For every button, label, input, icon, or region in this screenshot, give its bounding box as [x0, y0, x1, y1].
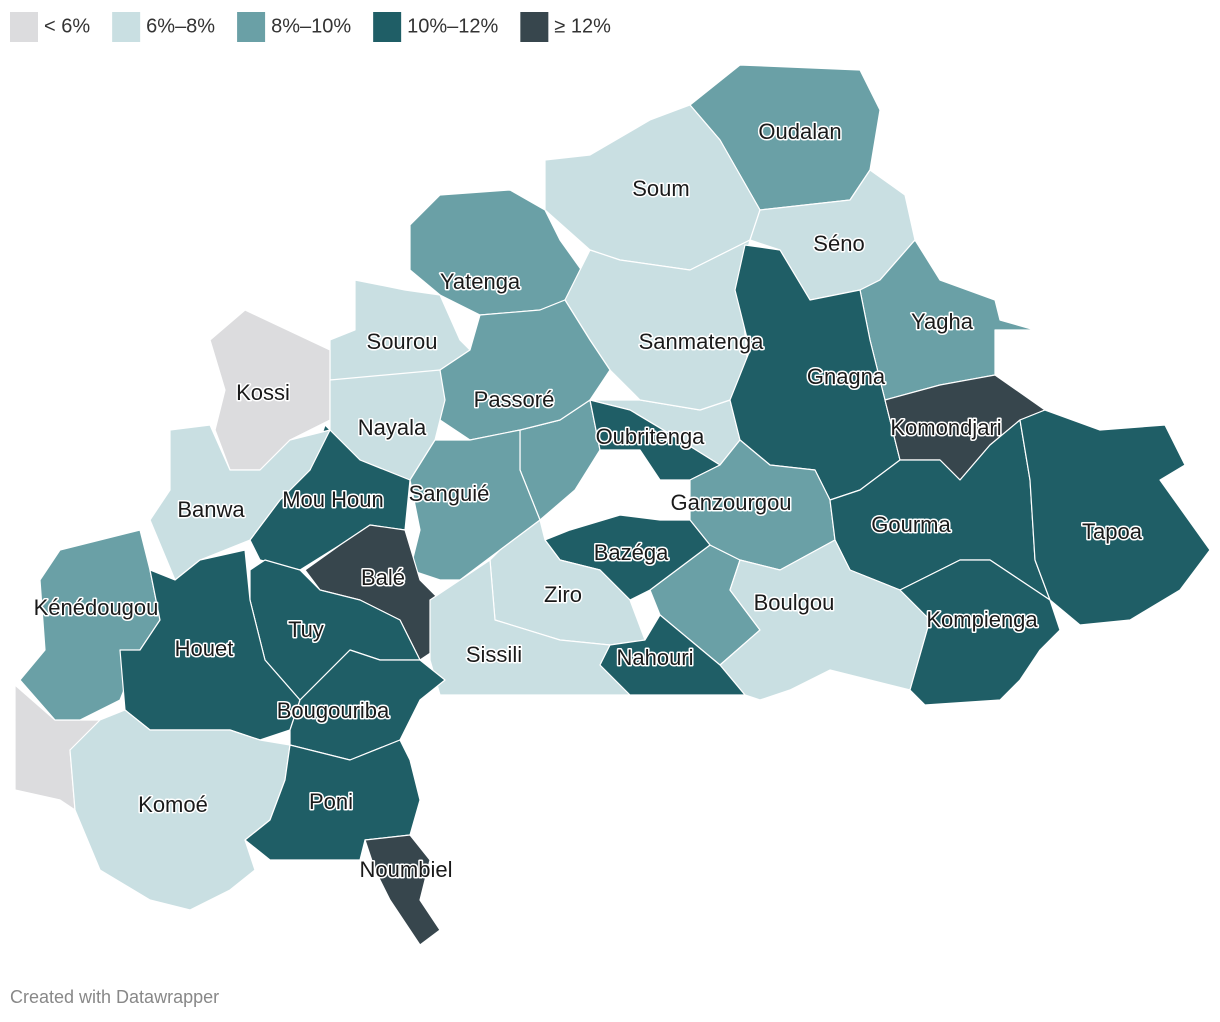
province-label: Sourou	[367, 329, 438, 354]
province-label: Sanguié	[409, 481, 490, 506]
province	[289, 649, 446, 761]
province	[899, 559, 1061, 706]
province-label: Soum	[632, 176, 689, 201]
province-label: Yagha	[911, 309, 974, 334]
footer: Created with Datawrapper	[10, 987, 219, 1007]
province	[1019, 409, 1211, 626]
province-label: Komoé	[138, 792, 208, 817]
province	[244, 739, 421, 861]
province-label: Tapoa	[1082, 519, 1143, 544]
province-label: Séno	[813, 231, 864, 256]
legend-label: 10%–12%	[407, 15, 498, 37]
legend-swatch	[10, 12, 38, 42]
legend-label: 6%–8%	[146, 15, 215, 37]
province-label: Mou Houn	[282, 487, 384, 512]
province-label: Bougouriba	[277, 698, 390, 723]
provinces	[19, 64, 1211, 946]
province	[589, 399, 721, 481]
province-label: Tuy	[288, 617, 324, 642]
province-label: Yatenga	[440, 269, 521, 294]
province-label: Kossi	[236, 380, 290, 405]
province-label: Oudalan	[758, 119, 841, 144]
province-label: Ziro	[544, 582, 582, 607]
province-label: Bazéga	[594, 540, 669, 565]
province	[149, 424, 331, 581]
province-label: Nayala	[358, 415, 427, 440]
province-labels: Oudalan Soum Séno Yatenga Sourou Sanmatenga Ya…	[32, 117, 1144, 883]
province-label: Kénédougou	[34, 595, 159, 620]
province	[364, 834, 441, 946]
legend-swatch	[373, 12, 402, 42]
province-label: Poni	[309, 789, 353, 814]
province-label: Sanmatenga	[639, 329, 765, 354]
province-label: Banwa	[177, 497, 245, 522]
province-label: Passoré	[474, 387, 555, 412]
province-label: Nahouri	[616, 645, 693, 670]
province-label: Oubritenga	[596, 424, 706, 449]
province-label: Gourma	[871, 512, 951, 537]
legend: < 6% 6%–8% 8%–10% 10%–12% ≥ 12%	[10, 12, 611, 42]
province-label: Houet	[175, 636, 234, 661]
province-label: Komondjari	[890, 415, 1001, 440]
legend-label: < 6%	[44, 15, 90, 37]
province-label: Kompienga	[926, 607, 1038, 632]
legend-swatch	[112, 12, 141, 42]
province-label: Noumbiel	[360, 857, 453, 882]
province-label: Sissili	[466, 642, 522, 667]
legend-swatch	[520, 12, 549, 42]
legend-label: ≥ 12%	[554, 15, 611, 37]
province-label: Boulgou	[754, 590, 835, 615]
province	[599, 614, 746, 696]
province-label: Gnagna	[807, 364, 886, 389]
province-label: Balé	[361, 565, 405, 590]
legend-label: 8%–10%	[271, 15, 351, 37]
legend-swatch	[237, 12, 266, 42]
unlabeled-provinces	[14, 399, 761, 811]
province-label: Ganzourgou	[670, 490, 791, 515]
